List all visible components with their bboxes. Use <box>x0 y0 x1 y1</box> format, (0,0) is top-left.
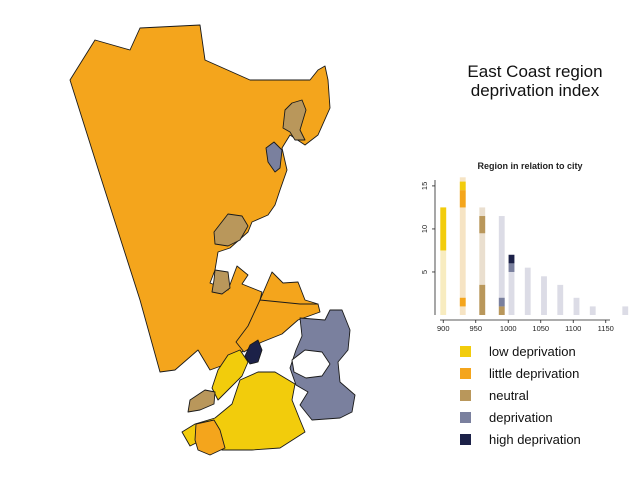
legend-item-little-deprivation[interactable]: little deprivation <box>460 362 581 384</box>
histogram-bar <box>440 207 447 315</box>
region-bar <box>459 181 466 191</box>
region-nuhaka[interactable] <box>211 269 231 295</box>
x-tick-label: 1000 <box>500 324 517 333</box>
map-title: East Coast region deprivation index <box>440 62 630 100</box>
legend: low deprivation little deprivation neutr… <box>460 340 581 450</box>
region-bar <box>440 207 447 251</box>
legend-swatch-high-deprivation <box>460 433 471 445</box>
region-hastings-coast[interactable] <box>187 389 216 413</box>
deprivation-map <box>69 24 356 456</box>
region-bar <box>479 284 486 315</box>
histogram-bar <box>557 284 564 315</box>
region-napier-west[interactable] <box>194 419 226 456</box>
histogram-bar <box>508 263 515 315</box>
legend-label: little deprivation <box>489 365 580 381</box>
histogram-bar <box>498 216 505 315</box>
region-bar <box>459 190 466 208</box>
histogram-bar <box>524 267 531 315</box>
region-tokomaru-bay[interactable] <box>265 141 283 173</box>
histogram-bar <box>541 276 547 315</box>
histogram-bar <box>622 306 629 315</box>
region-tolaga-bay[interactable] <box>282 99 307 141</box>
legend-swatch-neutral <box>460 389 471 401</box>
legend-label: high deprivation <box>489 431 581 447</box>
legend-swatch-low-deprivation <box>460 345 471 357</box>
region-bar <box>508 263 515 272</box>
legend-swatch-little-deprivation <box>460 367 471 379</box>
region-wairoa-inland[interactable] <box>235 299 321 353</box>
histogram-bar <box>589 306 596 315</box>
region-bar <box>498 306 505 315</box>
histogram-title: Region in relation to city <box>477 161 582 171</box>
x-tick-label: 950 <box>469 324 482 333</box>
title-line-2: deprivation index <box>470 81 600 100</box>
legend-label: deprivation <box>489 409 553 425</box>
legend-label: neutral <box>489 387 529 403</box>
lake <box>291 349 331 379</box>
y-tick-label: 15 <box>420 182 429 190</box>
legend-item-high-deprivation[interactable]: high deprivation <box>460 428 581 450</box>
legend-label: low deprivation <box>489 343 576 359</box>
legend-item-deprivation[interactable]: deprivation <box>460 406 581 428</box>
x-tick-label: 1150 <box>598 324 614 333</box>
histogram-bar <box>479 207 486 315</box>
region-bar <box>479 216 486 234</box>
region-city-centre[interactable] <box>244 339 263 365</box>
x-tick-label: 1050 <box>532 324 549 333</box>
legend-swatch-deprivation <box>460 411 471 423</box>
histogram-bar <box>573 297 580 315</box>
histogram-bar <box>459 177 466 315</box>
x-tick-label: 900 <box>437 324 450 333</box>
region-bar <box>498 297 505 307</box>
y-tick-label: 10 <box>420 225 429 233</box>
region-wairoa-coast[interactable] <box>213 213 249 247</box>
legend-item-neutral[interactable]: neutral <box>460 384 581 406</box>
title-line-1: East Coast region <box>467 62 603 81</box>
y-tick-label: 5 <box>420 270 429 274</box>
region-city-north[interactable] <box>211 349 249 401</box>
legend-item-low-deprivation[interactable]: low deprivation <box>460 340 581 362</box>
region-bar <box>508 254 515 264</box>
x-tick-label: 1100 <box>565 324 581 333</box>
region-bar <box>459 297 466 307</box>
region-histogram: Region in relation to city 900 950 1000 105… <box>420 161 629 333</box>
